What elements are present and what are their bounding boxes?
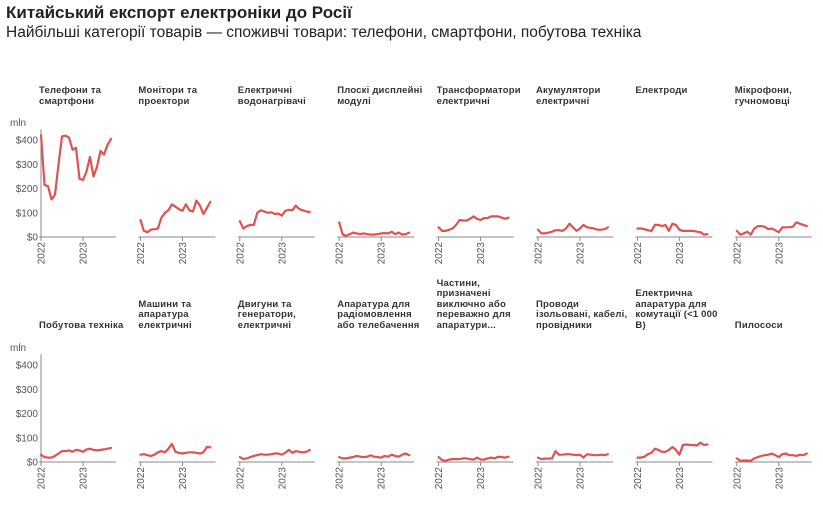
x-tick-label: 2022 bbox=[136, 467, 147, 490]
y-tick-label: $200 bbox=[16, 184, 39, 195]
panel-title: Двигуни та генератори, електричні bbox=[237, 298, 296, 331]
panel: 2022 2023 bbox=[434, 215, 514, 265]
x-tick-label: 2022 bbox=[732, 467, 743, 490]
x-tick-label: 2022 bbox=[434, 467, 445, 490]
x-tick-label: 2023 bbox=[377, 467, 388, 490]
series-line bbox=[238, 448, 311, 461]
x-tick-label: 2023 bbox=[277, 242, 288, 265]
panel-title: Проводи ізольовані, кабелі, провідники bbox=[536, 298, 628, 331]
series-line bbox=[139, 199, 212, 234]
x-tick-label: 2023 bbox=[576, 467, 587, 490]
series-line bbox=[139, 442, 212, 457]
panel-title: Машини та апаратура електричні bbox=[138, 298, 192, 331]
x-tick-label: 2022 bbox=[37, 242, 48, 265]
x-tick-label: 2022 bbox=[235, 467, 246, 490]
panel-title: Акумулятори електричні bbox=[536, 85, 601, 107]
panel-title: Телефони та смартфони bbox=[39, 85, 102, 107]
series-line bbox=[735, 452, 808, 462]
x-tick-label: 2023 bbox=[476, 242, 487, 265]
series-line bbox=[536, 222, 610, 235]
panel: 2022 2023 bbox=[434, 455, 514, 490]
x-tick-label: 2023 bbox=[178, 467, 189, 490]
panel: 2022 2023 mln $0 $100 $200 $300 $400 bbox=[10, 343, 116, 489]
panel: 2022 2023 mln $0 $100 $200 $300 $400 bbox=[10, 118, 116, 264]
chart-title: Китайський експорт електроніки до Росії bbox=[6, 3, 352, 22]
series-line bbox=[39, 446, 113, 459]
x-tick-label: 2022 bbox=[434, 242, 445, 265]
panel-title: Електроди bbox=[635, 85, 688, 96]
x-tick-label: 2023 bbox=[377, 242, 388, 265]
x-tick-label: 2023 bbox=[675, 467, 686, 490]
y-tick-label: $200 bbox=[16, 409, 39, 420]
x-tick-label: 2022 bbox=[335, 467, 346, 490]
panel: 2022 2023 bbox=[633, 441, 713, 490]
series-line bbox=[636, 441, 709, 459]
panel-title: Частини, призначені виключно або переваж… bbox=[436, 277, 511, 331]
panel: 2022 2023 bbox=[136, 442, 216, 490]
y-tick-label: $400 bbox=[16, 361, 39, 372]
series-line bbox=[238, 204, 311, 230]
x-tick-label: 2023 bbox=[774, 467, 785, 490]
x-tick-label: 2023 bbox=[476, 467, 487, 490]
panel-title: Трансформатори електричні bbox=[436, 85, 521, 107]
panel-title: Побутова техніка bbox=[39, 319, 124, 331]
x-tick-label: 2022 bbox=[37, 467, 48, 490]
panel: 2022 2023 bbox=[534, 450, 613, 490]
panel-title: Апаратура для радіомовлення або телебаче… bbox=[337, 298, 420, 331]
x-tick-label: 2023 bbox=[277, 467, 288, 490]
panel: 2022 2023 bbox=[235, 204, 315, 265]
panel: 2022 2023 bbox=[732, 221, 812, 265]
panel-title: Пилососи bbox=[734, 319, 783, 331]
panel-title: Електрична апаратура для комутації (<1 0… bbox=[635, 288, 718, 331]
x-tick-label: 2023 bbox=[79, 467, 90, 490]
series-line bbox=[437, 215, 510, 232]
y-tick-label: $100 bbox=[16, 433, 39, 444]
y-tick-label: $400 bbox=[16, 136, 39, 147]
series-line bbox=[536, 450, 610, 461]
y-tick-label: $300 bbox=[16, 160, 39, 171]
y-tick-label: $0 bbox=[27, 458, 39, 469]
series-line bbox=[636, 222, 709, 236]
panel-title: Електричні водонагрівачі bbox=[237, 85, 306, 107]
y-unit-label: mln bbox=[10, 118, 26, 129]
series-line bbox=[735, 221, 808, 236]
x-tick-label: 2022 bbox=[633, 467, 644, 490]
panel: 2022 2023 bbox=[235, 448, 315, 490]
x-tick-label: 2022 bbox=[235, 242, 246, 265]
x-tick-label: 2023 bbox=[178, 242, 189, 265]
panel: 2022 2023 bbox=[732, 452, 812, 490]
x-tick-label: 2022 bbox=[633, 242, 644, 265]
series-line bbox=[39, 134, 113, 201]
panel-title: Плоскі дисплейні модулі bbox=[337, 85, 423, 107]
x-tick-label: 2023 bbox=[576, 242, 587, 265]
panel-title: Мікрофони, гучномовці bbox=[734, 85, 792, 107]
series-line bbox=[437, 455, 510, 462]
panel: 2022 2023 bbox=[633, 222, 713, 265]
panel: 2022 2023 bbox=[534, 222, 613, 265]
x-tick-label: 2023 bbox=[79, 242, 90, 265]
x-tick-label: 2023 bbox=[675, 242, 686, 265]
series-line bbox=[338, 452, 411, 460]
chart-subtitle: Найбільші категорії товарів — споживчі т… bbox=[6, 24, 642, 41]
x-tick-label: 2022 bbox=[534, 242, 545, 265]
panel: 2022 2023 bbox=[335, 221, 415, 265]
y-tick-label: $0 bbox=[27, 233, 39, 244]
panel: 2022 2023 bbox=[136, 199, 216, 265]
x-tick-label: 2022 bbox=[534, 467, 545, 490]
panel: 2022 2023 bbox=[335, 452, 415, 490]
x-tick-label: 2022 bbox=[136, 242, 147, 265]
x-tick-label: 2022 bbox=[335, 242, 346, 265]
y-tick-label: $100 bbox=[16, 208, 39, 219]
y-unit-label: mln bbox=[10, 343, 26, 354]
x-tick-label: 2022 bbox=[732, 242, 743, 265]
series-line bbox=[338, 221, 411, 237]
x-tick-label: 2023 bbox=[774, 242, 785, 265]
y-tick-label: $300 bbox=[16, 385, 39, 396]
panel-title: Монітори та проектори bbox=[138, 85, 198, 107]
